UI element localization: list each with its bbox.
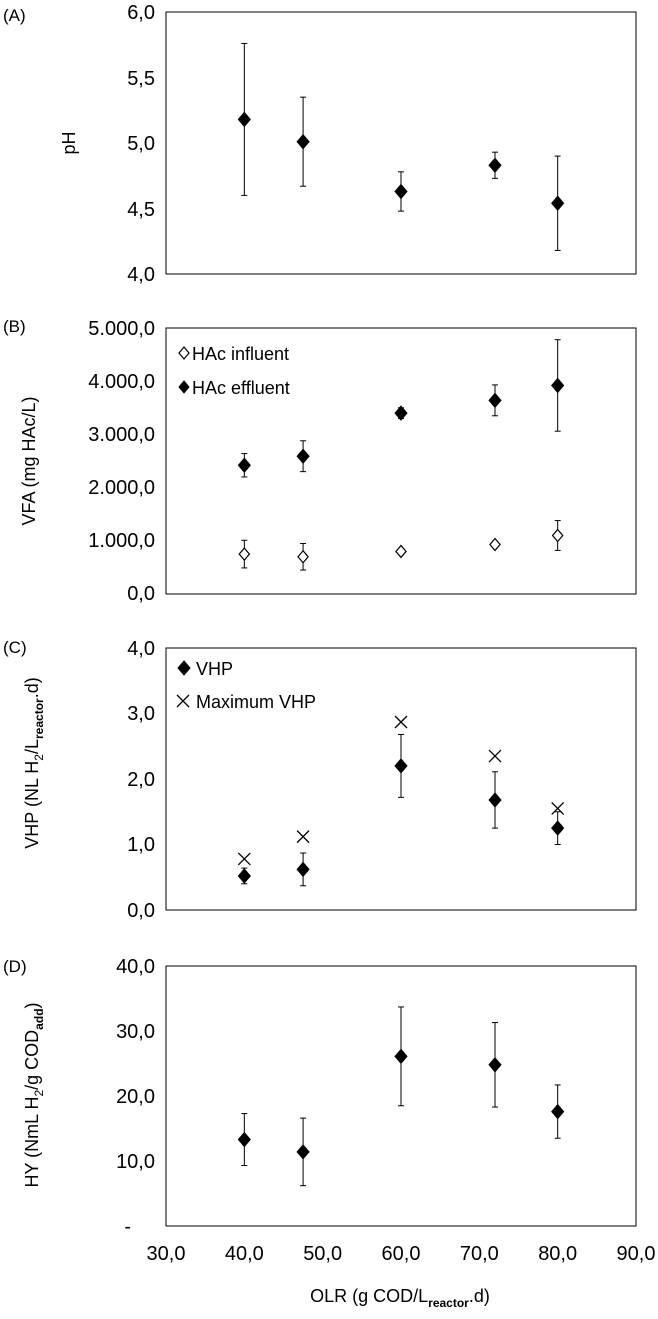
panel-label-d: (D) xyxy=(3,957,27,976)
y-tick-label: 20,0 xyxy=(116,1086,155,1108)
data-point-open-diamond xyxy=(551,528,564,543)
data-point-diamond xyxy=(394,1048,408,1065)
legend-marker-effluent xyxy=(178,380,190,394)
data-point-x xyxy=(488,749,502,763)
data-point-diamond xyxy=(488,792,502,808)
x-tick-label: 70,0 xyxy=(460,1243,499,1265)
legend-label-vhp: VHP xyxy=(196,659,233,679)
x-tick-labels: 30,0 40,0 50,0 60,0 70,0 80,0 90,0 xyxy=(147,1243,656,1265)
plot-frame-a xyxy=(165,11,637,275)
legend-marker-vhp xyxy=(177,660,191,676)
x-tick-label: 30,0 xyxy=(147,1243,186,1265)
plot-frame-d xyxy=(165,965,637,1227)
marks-panel-a xyxy=(237,42,565,251)
y-tick-label: 0,0 xyxy=(127,900,155,922)
y-tick-label: 40,0 xyxy=(116,956,155,978)
y-tick-label: 6,0 xyxy=(127,2,155,24)
data-point-open-diamond xyxy=(489,537,501,552)
y-tick-label: 10,0 xyxy=(116,1151,155,1173)
y-axis-label-b: VFA (mg HAc/L) xyxy=(19,396,39,525)
data-point-diamond xyxy=(551,377,565,394)
data-point-open-diamond xyxy=(297,549,309,564)
y-tick-label: 2,0 xyxy=(127,769,155,791)
legend-label-max-vhp: Maximum VHP xyxy=(196,692,316,712)
data-point-diamond xyxy=(551,820,565,836)
y-tick-label: 0,0 xyxy=(127,583,155,605)
y-tick-label: 4,0 xyxy=(127,264,155,286)
y-tick-label: 3,0 xyxy=(127,703,155,725)
plot-frame-b xyxy=(165,327,637,595)
data-point-diamond xyxy=(488,392,502,409)
y-tick-label: 2.000,0 xyxy=(88,477,155,499)
data-point-diamond xyxy=(237,111,251,128)
data-point-diamond xyxy=(551,195,565,212)
data-point-open-diamond xyxy=(395,544,407,559)
x-axis-label: OLR (g COD/Lreactor.d) xyxy=(310,1286,490,1310)
legend-label-influent: HAc influent xyxy=(192,344,289,364)
y-tick-label: - xyxy=(124,1216,131,1238)
y-tick-label: 5,0 xyxy=(127,133,155,155)
y-axis-label-d: HY (NmL H2/g CODadd) xyxy=(22,1002,46,1187)
panel-label-a: (A) xyxy=(3,6,26,25)
y-tick-label: 5.000,0 xyxy=(88,318,155,340)
data-point-diamond xyxy=(237,1131,251,1148)
data-point-diamond xyxy=(296,448,310,464)
y-tick-label: 5,5 xyxy=(127,68,155,90)
data-point-diamond xyxy=(488,157,502,174)
y-tick-label: 1.000,0 xyxy=(88,530,155,552)
plot-frame-c xyxy=(165,647,637,911)
panel-label-c: (C) xyxy=(3,638,27,657)
marks-panel-c xyxy=(237,715,565,887)
y-axis-label-a: pH xyxy=(59,131,79,154)
panel-d: (D) 40,0 30,0 20,0 10,0 - HY (NmL H2/g C… xyxy=(3,956,655,1310)
panel-b: (B) 5.000,0 4.000,0 3.000,0 2.000,0 1.00… xyxy=(3,317,637,605)
data-point-diamond xyxy=(237,868,251,884)
data-point-diamond xyxy=(394,758,408,774)
data-point-diamond xyxy=(394,183,408,200)
x-tick-label: 60,0 xyxy=(382,1243,421,1265)
marks-panel-b xyxy=(237,339,565,571)
legend-label-effluent: HAc effluent xyxy=(192,378,290,398)
data-point-diamond xyxy=(488,1057,502,1073)
data-point-x xyxy=(551,802,565,815)
data-point-diamond xyxy=(296,861,310,878)
x-tick-label: 80,0 xyxy=(538,1243,577,1265)
y-tick-label: 4,0 xyxy=(127,638,155,660)
y-tick-label: 3.000,0 xyxy=(88,424,155,446)
data-point-diamond xyxy=(237,457,251,474)
x-tick-label: 50,0 xyxy=(303,1243,342,1265)
data-point-diamond xyxy=(296,133,310,150)
data-point-diamond xyxy=(394,405,408,421)
y-tick-label: 4,5 xyxy=(127,199,155,221)
legend-marker-max-vhp xyxy=(176,694,190,708)
panel-a: (A) 6,0 5,5 5,0 4,5 4,0 pH xyxy=(3,2,637,286)
legend-marker-influent xyxy=(178,346,190,360)
data-point-diamond xyxy=(296,1144,310,1160)
x-tick-label: 40,0 xyxy=(225,1243,264,1265)
panel-label-b: (B) xyxy=(3,317,26,336)
y-tick-label: 30,0 xyxy=(116,1021,155,1043)
data-point-diamond xyxy=(551,1103,565,1120)
x-tick-label: 90,0 xyxy=(617,1243,656,1265)
data-point-x xyxy=(394,715,408,729)
data-point-x xyxy=(296,830,310,844)
y-axis-label-c: VHP (NL H2/Lreactor.d) xyxy=(22,677,46,848)
data-point-x xyxy=(237,852,251,866)
marks-panel-d xyxy=(237,1006,565,1187)
y-tick-label: 1,0 xyxy=(127,834,155,856)
y-tick-label: 4.000,0 xyxy=(88,371,155,393)
panel-c: (C) 4,0 3,0 2,0 1,0 0,0 VHP (NL H2/Lreac… xyxy=(3,638,637,922)
data-point-open-diamond xyxy=(238,547,251,562)
